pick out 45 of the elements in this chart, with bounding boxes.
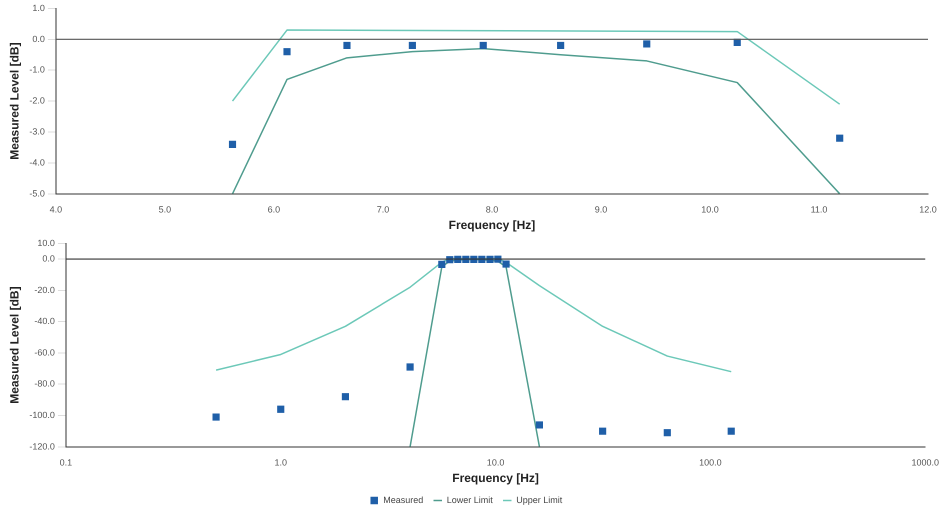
legend-label: Measured [383,494,424,505]
x-tick-label: 10.0 [486,458,504,468]
y-axis-title: Measured Level [dB] [8,42,22,160]
x-tick-label: 8.0 [486,204,498,215]
x-tick-label: 7.0 [376,204,390,215]
y-axis-title: Measured Level [dB] [8,286,22,404]
y-tick-label: -80.0 [34,378,55,389]
point [408,42,416,50]
y-tick-label: -100.0 [29,410,55,420]
y-tick-label: -1.0 [29,64,45,75]
y-tick-label: -60.0 [34,347,55,358]
x-tick-label: 5.0 [158,204,172,215]
y-tick-label: 0.0 [32,34,45,44]
y-tick-label: -20.0 [34,284,55,295]
x-tick-label: 4.0 [50,204,62,215]
x-tick-label: 10.0 [701,204,719,215]
point [343,42,351,50]
y-tick-label: -2.0 [29,96,45,106]
legend-label: Upper Limit [516,494,563,505]
y-tick-label: 0.0 [42,254,55,264]
x-tick-label: 9.0 [594,204,608,215]
y-tick-label: 1.0 [32,2,45,13]
point [836,134,844,142]
point [557,42,564,50]
x-tick-label: 0.1 [60,458,72,468]
legend-label: Lower Limit [446,494,494,505]
x-tick-label: 11.0 [810,204,828,215]
y-tick-label: 10.0 [37,238,55,248]
point [283,48,291,56]
x-tick-label: 1000.0 [911,458,939,468]
y-tick-label: -40.0 [34,316,55,326]
point [228,140,236,148]
x-axis-title: Frequency [Hz] [452,471,539,486]
y-tick-label: -4.0 [29,157,45,168]
x-tick-label: 12.0 [919,204,937,215]
point [734,38,741,46]
point [643,40,650,48]
y-tick-label: -120.0 [29,441,55,452]
y-tick-label: -5.0 [29,188,45,198]
x-axis-title: Frequency [Hz] [448,218,536,232]
x-tick-label: 1.0 [274,458,288,468]
point [480,42,487,50]
x-tick-label: 6.0 [268,204,280,215]
y-tick-label: -3.0 [29,126,45,136]
x-tick-label: 100.0 [699,458,722,468]
